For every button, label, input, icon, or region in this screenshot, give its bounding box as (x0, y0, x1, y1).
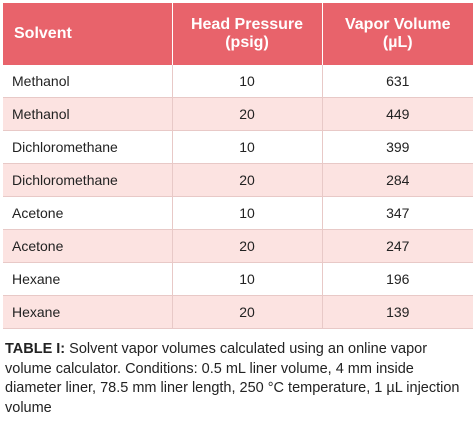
cell-pressure: 10 (172, 262, 323, 296)
header-vapor-volume: Vapor Volume (µL) (322, 3, 473, 65)
table-row: Dichloromethane 20 284 (3, 163, 473, 197)
cell-volume: 196 (322, 262, 473, 296)
table-header: Solvent Head Pressure (psig) Vapor Volum… (3, 3, 473, 65)
cell-pressure: 10 (172, 65, 323, 98)
cell-solvent: Hexane (3, 295, 173, 329)
header-head-pressure: Head Pressure (psig) (172, 3, 323, 65)
cell-volume: 631 (322, 65, 473, 98)
caption-label: TABLE I: (5, 341, 66, 357)
table-row: Acetone 10 347 (3, 196, 473, 230)
header-head-pressure-line1: Head Pressure (190, 16, 304, 33)
cell-pressure: 20 (172, 295, 323, 329)
cell-solvent: Dichloromethane (3, 130, 173, 164)
caption-text: Solvent vapor volumes calculated using a… (5, 341, 460, 416)
cell-pressure: 10 (172, 196, 323, 230)
header-solvent: Solvent (3, 3, 173, 65)
header-solvent-label: Solvent (14, 25, 72, 42)
table-figure: Solvent Head Pressure (psig) Vapor Volum… (0, 3, 474, 444)
table-row: Methanol 20 449 (3, 97, 473, 131)
cell-pressure: 20 (172, 229, 323, 263)
cell-volume: 347 (322, 196, 473, 230)
cell-volume: 139 (322, 295, 473, 329)
cell-solvent: Acetone (3, 196, 173, 230)
table-row: Hexane 10 196 (3, 262, 473, 296)
cell-pressure: 20 (172, 163, 323, 197)
table-row: Hexane 20 139 (3, 295, 473, 329)
cell-pressure: 20 (172, 97, 323, 131)
header-head-pressure-line2: (psig) (225, 34, 269, 51)
cell-solvent: Methanol (3, 65, 173, 98)
cell-volume: 284 (322, 163, 473, 197)
cell-volume: 247 (322, 229, 473, 263)
header-row: Solvent Head Pressure (psig) Vapor Volum… (3, 3, 473, 65)
header-vapor-volume-line2: (µL) (382, 34, 413, 51)
table-row: Acetone 20 247 (3, 229, 473, 263)
table-row: Methanol 10 631 (3, 65, 473, 98)
header-vapor-volume-line1: Vapor Volume (344, 16, 451, 33)
cell-solvent: Hexane (3, 262, 173, 296)
cell-volume: 449 (322, 97, 473, 131)
cell-solvent: Acetone (3, 229, 173, 263)
cell-solvent: Methanol (3, 97, 173, 131)
table-body: Methanol 10 631 Methanol 20 449 Dichloro… (3, 65, 473, 329)
table-caption: TABLE I: Solvent vapor volumes calculate… (3, 340, 467, 418)
cell-volume: 399 (322, 130, 473, 164)
cell-solvent: Dichloromethane (3, 163, 173, 197)
table-row: Dichloromethane 10 399 (3, 130, 473, 164)
cell-pressure: 10 (172, 130, 323, 164)
solvent-vapor-table: Solvent Head Pressure (psig) Vapor Volum… (3, 3, 473, 329)
